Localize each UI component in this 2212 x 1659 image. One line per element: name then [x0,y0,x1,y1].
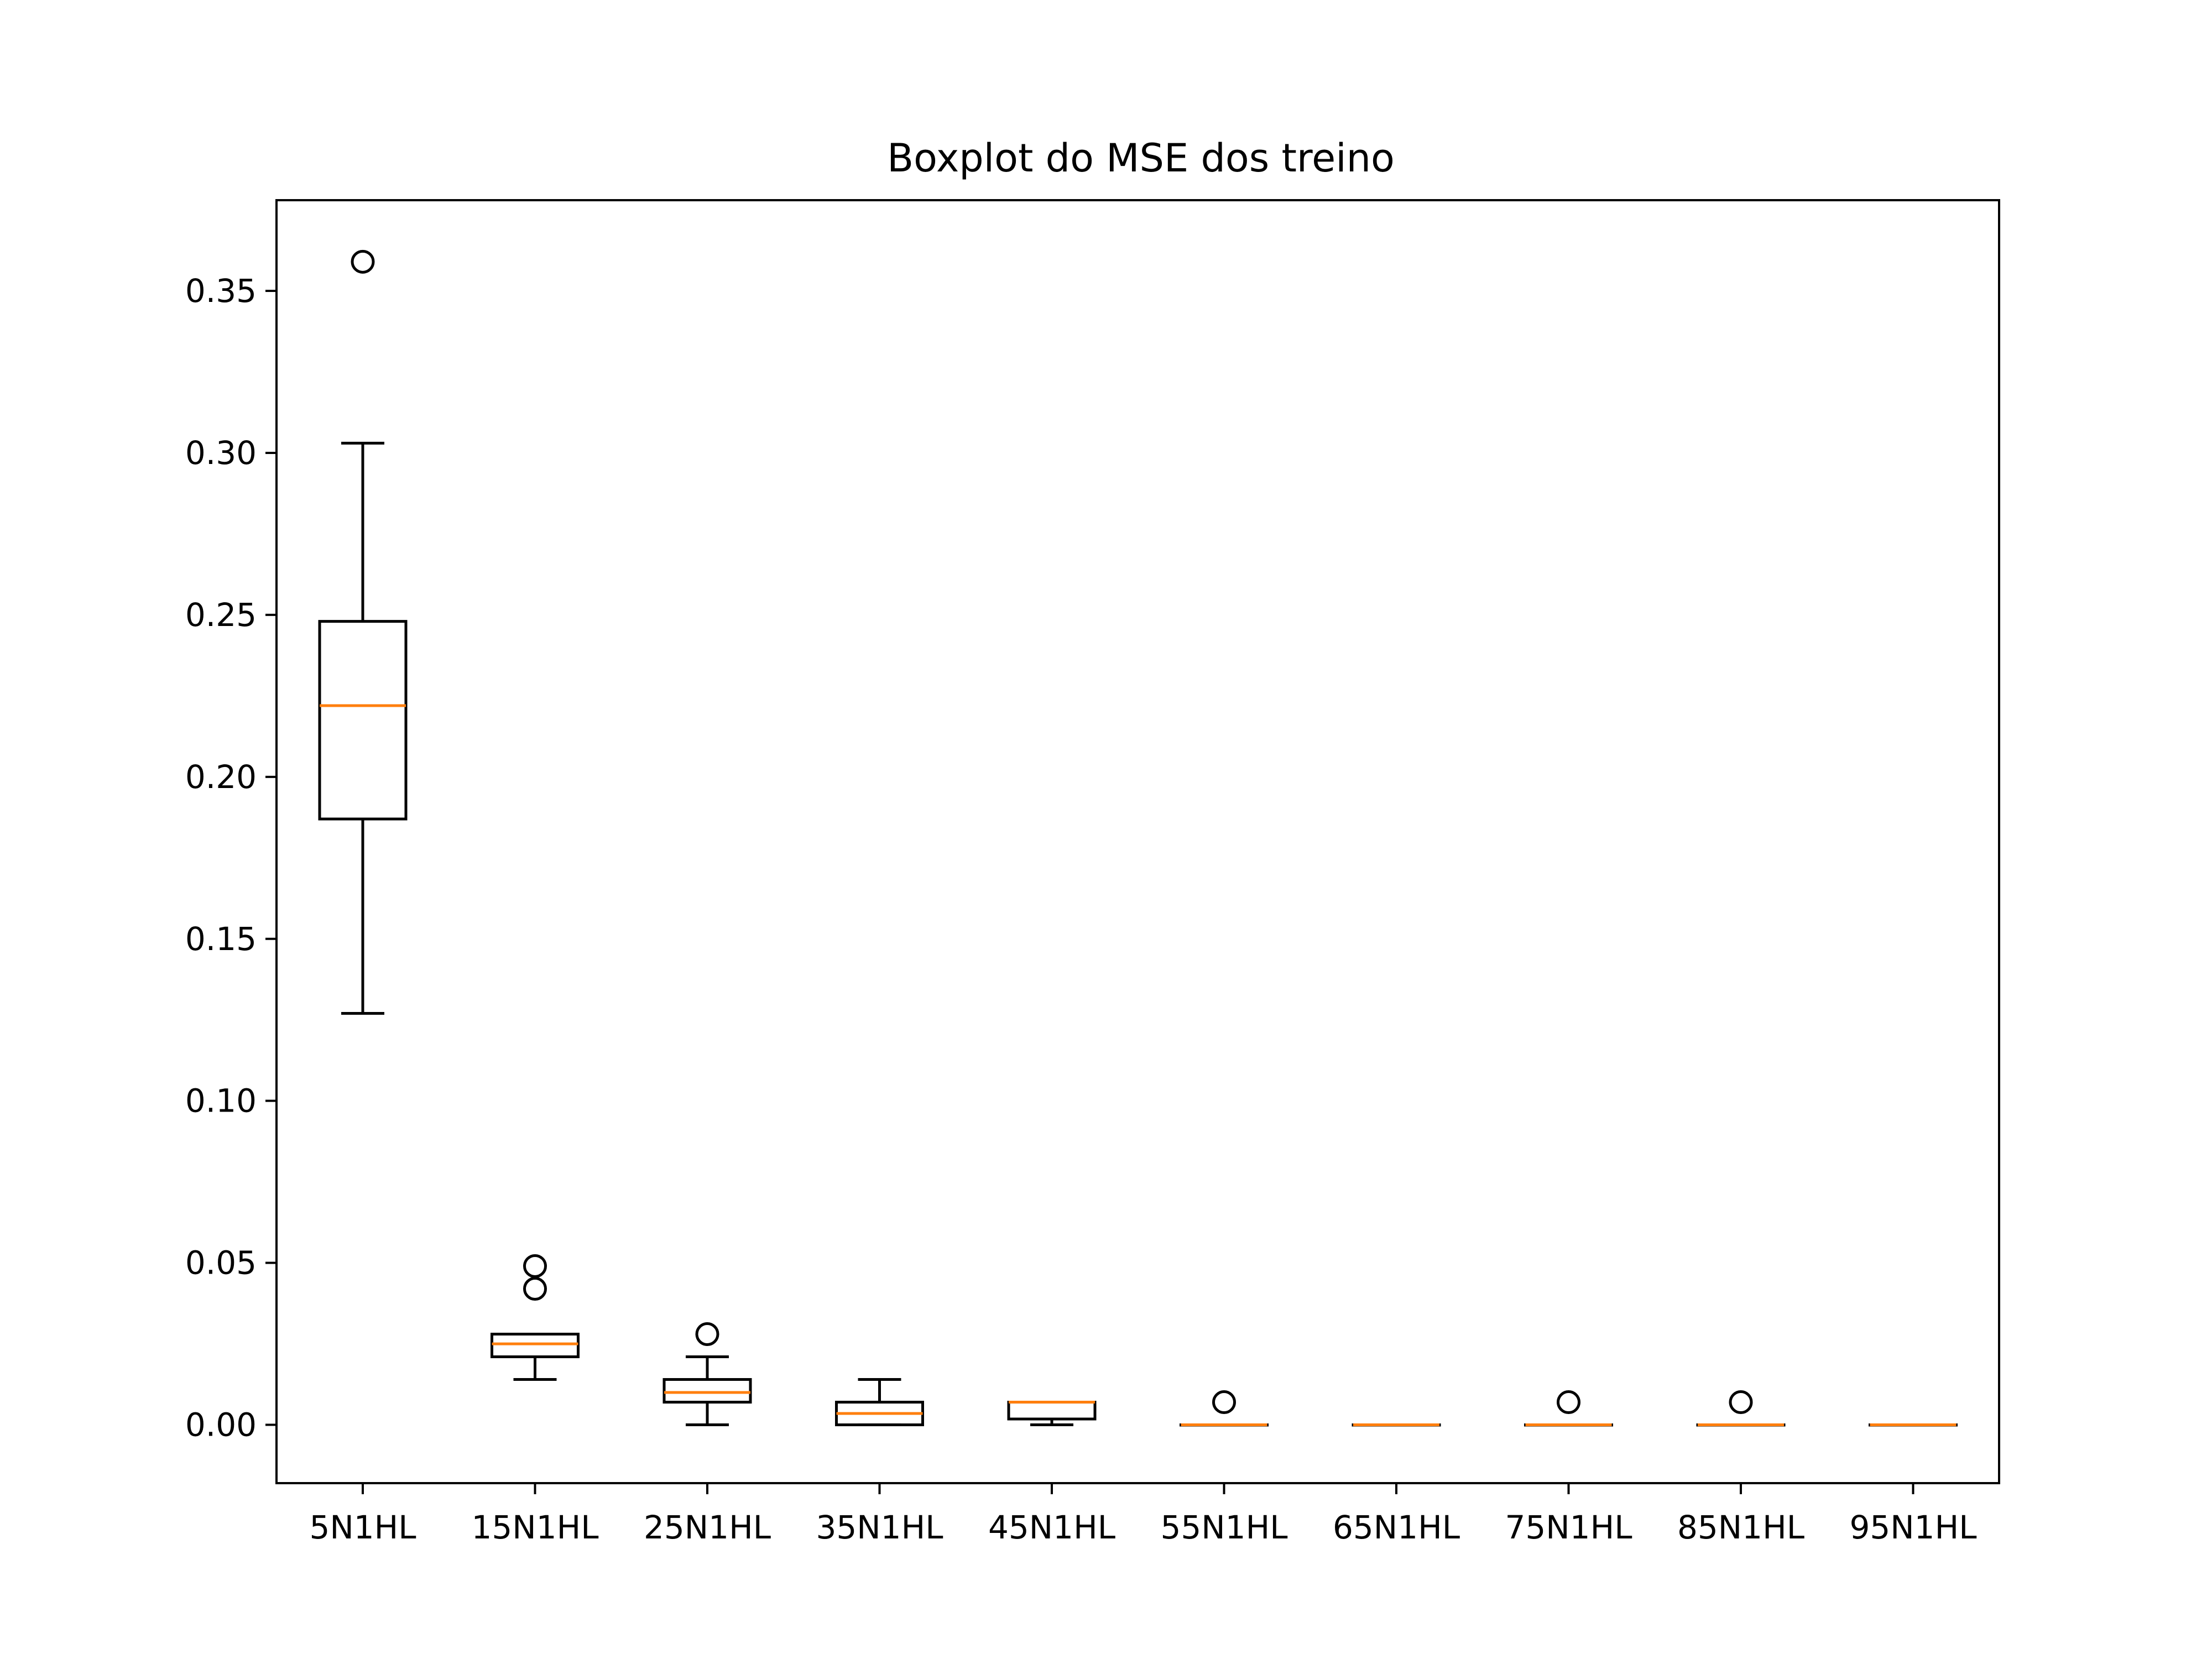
y-tick-label: 0.15 [185,920,257,958]
y-tick-label: 0.20 [185,758,257,796]
y-tick-label: 0.25 [185,596,257,634]
box-iqr [662,1378,752,1404]
y-tick-label: 0.05 [185,1244,257,1282]
x-tick-label: 95N1HL [1849,1509,1976,1546]
y-tick-label: 0.10 [185,1082,257,1120]
chart-title: Boxplot do MSE dos treino [887,135,1395,181]
outlier-point [1212,1390,1236,1415]
outlier-point [351,249,375,274]
x-tick-label: 55N1HL [1160,1509,1287,1546]
y-tick-label: 0.30 [185,434,257,472]
box-iqr [318,620,408,821]
x-tick-label: 5N1HL [309,1509,416,1546]
y-tick-label: 0.35 [185,272,257,310]
outlier-point [695,1322,719,1347]
x-tick-label: 15N1HL [471,1509,598,1546]
box-iqr [491,1333,580,1359]
outlier-point [523,1254,547,1278]
x-tick-label: 45N1HL [988,1509,1115,1546]
outlier-point [1557,1390,1580,1415]
x-tick-label: 75N1HL [1505,1509,1632,1546]
x-tick-label: 85N1HL [1677,1509,1804,1546]
y-tick-label: 0.00 [185,1406,257,1444]
plot-frame [275,199,2000,1484]
x-tick-label: 25N1HL [644,1509,771,1546]
outlier-point [523,1276,547,1301]
x-tick-label: 65N1HL [1333,1509,1460,1546]
outlier-point [1729,1390,1753,1415]
plot-area: 0.00 0.05 0.10 0.15 0.20 0.25 0.30 0.35 5N1HL 15N… [185,249,1977,1546]
x-tick-label: 35N1HL [816,1509,943,1546]
